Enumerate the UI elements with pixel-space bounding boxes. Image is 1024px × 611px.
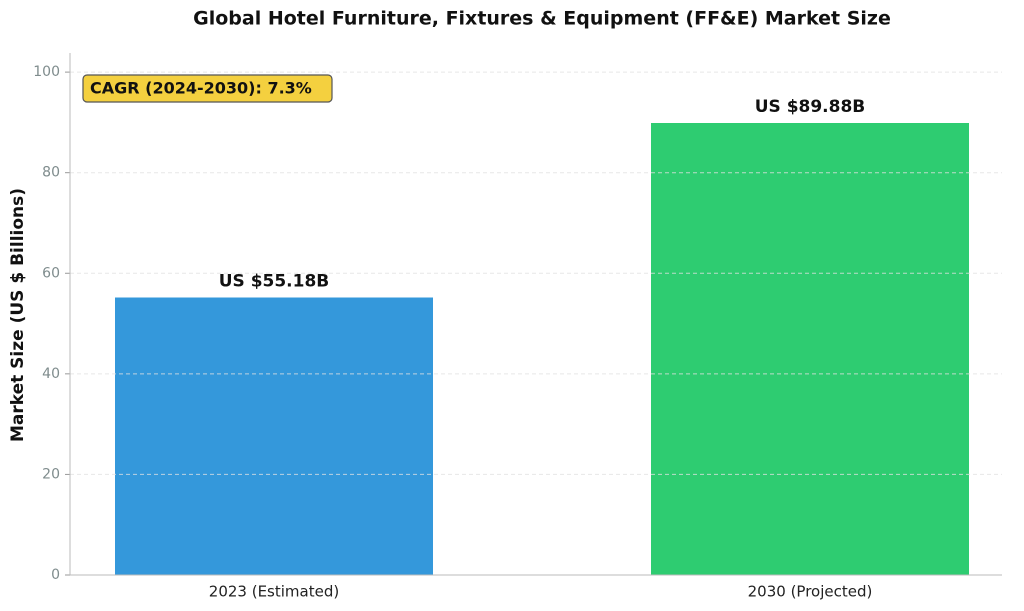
y-tick-label: 0 bbox=[51, 567, 60, 583]
x-tick-label: 2023 (Estimated) bbox=[209, 583, 339, 601]
y-tick-label: 60 bbox=[42, 265, 60, 281]
y-tick-label: 100 bbox=[33, 64, 60, 80]
y-tick-label: 20 bbox=[42, 466, 60, 482]
y-tick-label: 80 bbox=[42, 165, 60, 181]
annotation-box bbox=[82, 74, 333, 103]
bar bbox=[651, 123, 969, 575]
chart-title: Global Hotel Furniture, Fixtures & Equip… bbox=[193, 8, 891, 30]
y-axis-label: Market Size (US $ Billions) bbox=[8, 188, 28, 442]
annotation: CAGR (2024-2030): 7.3% bbox=[90, 79, 312, 98]
value-label: US $89.88B bbox=[755, 97, 866, 117]
y-tick-label: 40 bbox=[42, 366, 60, 382]
value-label: US $55.18B bbox=[219, 272, 330, 292]
bar bbox=[115, 297, 433, 575]
x-tick-label: 2030 (Projected) bbox=[748, 583, 873, 601]
